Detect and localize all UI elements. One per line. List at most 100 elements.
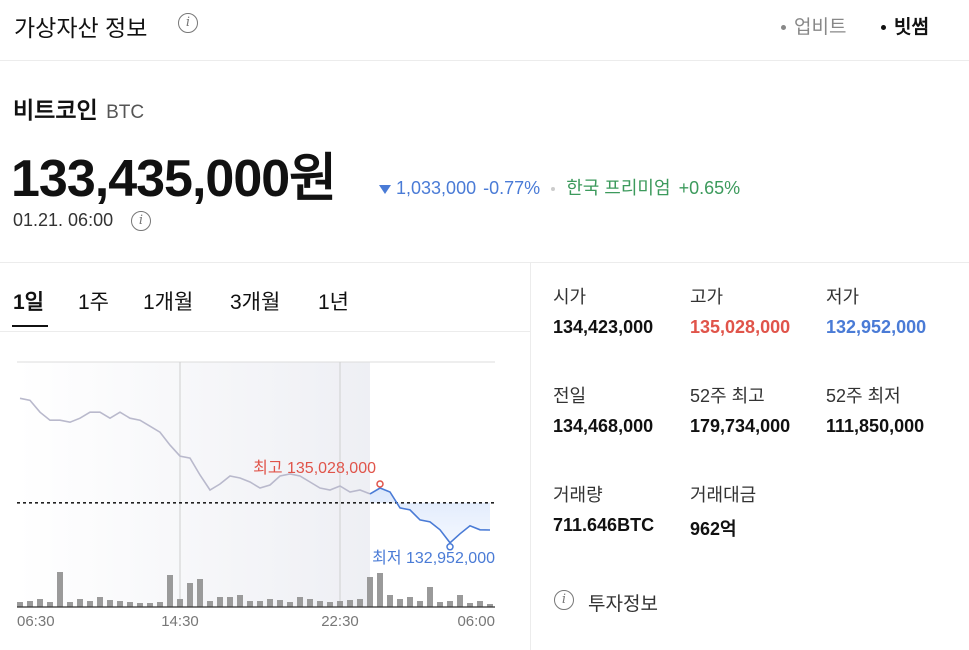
x-tick-label: 22:30 — [321, 613, 359, 630]
asset-price: 133,435,000원 — [11, 150, 337, 208]
volume-bar — [477, 601, 483, 607]
volume-bar — [307, 599, 313, 607]
separator-dot — [551, 187, 556, 192]
asset-name: 비트코인 — [13, 97, 98, 123]
volume-bar — [137, 603, 143, 607]
x-tick-label: 14:30 — [161, 613, 199, 630]
volume-bar — [467, 603, 473, 607]
volume-bar — [27, 601, 33, 607]
volume-bar — [367, 577, 373, 607]
divider — [0, 60, 969, 61]
info-icon[interactable]: i — [131, 211, 151, 231]
stat-label: 전일 — [553, 386, 587, 406]
volume-bar — [187, 583, 193, 607]
volume-bar — [97, 597, 103, 607]
volume-bar — [407, 597, 413, 607]
volume-bar — [167, 575, 173, 607]
volume-bar — [337, 601, 343, 607]
volume-bar — [17, 602, 23, 607]
volume-bar — [227, 597, 233, 607]
volume-bar — [427, 587, 433, 607]
price-chart: 06:30 14:30 22:30 06:00 최고 135,028,000 최저 132… — [17, 361, 495, 630]
past-session-shade — [17, 362, 370, 607]
volume-bar — [347, 600, 353, 607]
price-change-row: 1,033,000 -0.77% 한국 프리미엄 +0.65% — [379, 174, 740, 200]
stat-label: 52주 최저 — [826, 386, 901, 406]
tab-label: 업비트 — [794, 17, 847, 38]
volume-bar — [237, 595, 243, 607]
volume-bar — [177, 599, 183, 607]
volume-bar — [257, 601, 263, 607]
period-tab[interactable]: 1일 — [13, 291, 44, 314]
stat-label: 시가 — [553, 287, 587, 307]
info-icon[interactable]: i — [178, 13, 198, 33]
high-label: 최고 135,028,000 — [253, 459, 376, 477]
volume-bar — [287, 602, 293, 607]
investment-info-link[interactable]: 투자정보 — [588, 594, 658, 615]
volume-bar — [147, 603, 153, 607]
volume-bar — [277, 600, 283, 607]
asset-symbol: BTC — [106, 102, 145, 123]
stat-label: 고가 — [690, 287, 724, 307]
price-time: 01.21. 06:00 — [13, 210, 114, 230]
volume-bar — [447, 601, 453, 607]
exchange-tab[interactable]: 빗썸 — [881, 12, 929, 39]
stat-value: 134,468,000 — [553, 416, 654, 436]
x-tick-label: 06:30 — [17, 613, 55, 630]
volume-bar — [207, 601, 213, 607]
volume-bar — [47, 602, 53, 607]
x-tick-label: 06:00 — [457, 613, 495, 630]
volume-bar — [417, 601, 423, 607]
stat-value: 135,028,000 — [690, 317, 791, 337]
volume-bar — [117, 601, 123, 607]
asset-name-row: 비트코인 BTC — [13, 91, 144, 125]
stat-value: 111,850,000 — [826, 416, 925, 436]
volume-bar — [107, 600, 113, 607]
volume-bar — [437, 602, 443, 607]
info-icon[interactable]: i — [554, 590, 574, 610]
series-area — [370, 487, 490, 543]
volume-bar — [197, 579, 203, 607]
volume-bar — [377, 573, 383, 607]
period-tab[interactable]: 1개월 — [143, 291, 194, 314]
low-label: 최저 132,952,000 — [372, 549, 495, 567]
divider — [530, 262, 531, 650]
volume-bar — [37, 599, 43, 607]
low-marker — [446, 543, 454, 551]
down-arrow — [379, 185, 391, 195]
price-line — [369, 487, 491, 544]
stat-label: 거래량 — [553, 485, 603, 505]
price-line — [19, 397, 371, 495]
volume-bar — [157, 602, 163, 607]
stat-value: 132,952,000 — [826, 317, 927, 337]
tab-label: 빗썸 — [894, 17, 929, 38]
high-marker — [376, 480, 384, 488]
period-tab[interactable]: 1주 — [78, 291, 109, 314]
period-tab[interactable]: 1년 — [318, 291, 349, 314]
period-underline — [12, 325, 48, 327]
volume-bar — [317, 601, 323, 607]
volume-bar — [457, 595, 463, 607]
volume-bar — [77, 599, 83, 607]
stat-value: 179,734,000 — [690, 416, 791, 436]
volume-bar — [247, 601, 253, 607]
stat-value: 711.646BTC — [553, 515, 655, 535]
volume-bar — [87, 601, 93, 607]
change-rate: -0.77% — [483, 178, 541, 198]
stat-label: 거래대금 — [690, 485, 757, 505]
exchange-tab[interactable]: 업비트 — [781, 12, 846, 39]
volume-bar — [327, 602, 333, 607]
page-title: 가상자산 정보 — [14, 15, 148, 41]
stat-label: 52주 최고 — [690, 386, 765, 406]
stat-label: 저가 — [826, 287, 860, 307]
volume-bar — [67, 602, 73, 607]
volume-bar — [57, 572, 63, 607]
premium-value: +0.65% — [678, 178, 741, 198]
period-tab[interactable]: 3개월 — [230, 291, 281, 314]
tab-dot — [781, 25, 786, 31]
volume-bar — [127, 602, 133, 607]
volume-bar — [297, 597, 303, 607]
change-amount: 1,033,000 — [396, 178, 477, 198]
tab-dot — [881, 25, 886, 31]
